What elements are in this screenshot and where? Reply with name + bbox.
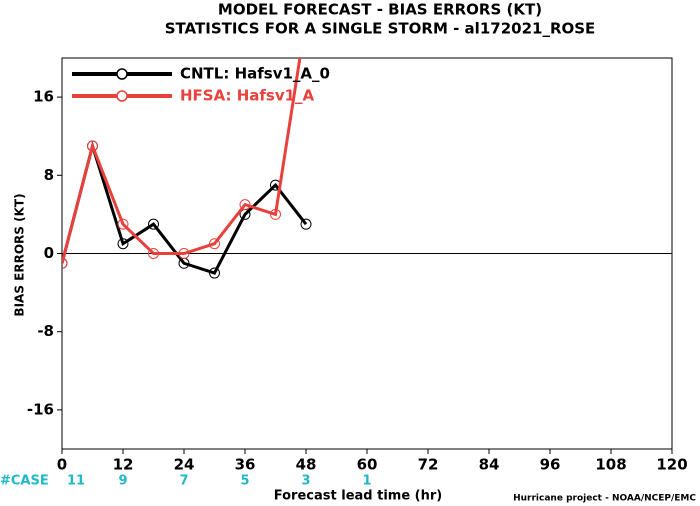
- point-marker: [239, 199, 251, 211]
- point-marker: [62, 257, 68, 269]
- case-label: #CASE: [0, 474, 49, 489]
- point-marker: [87, 140, 98, 152]
- plot-area: [62, 58, 312, 279]
- y-tick-label: 16: [33, 88, 54, 106]
- series-line: [62, 140, 308, 275]
- point-marker: [270, 208, 281, 220]
- x-tick-label: 12: [113, 456, 134, 474]
- y-tick-label: 0: [44, 244, 54, 262]
- x-tick-label: 120: [656, 456, 687, 474]
- legend-marker: [116, 90, 128, 102]
- x-tick-label: 48: [296, 456, 317, 474]
- y-tick-label: -16: [27, 400, 54, 418]
- y-axis-label: BIAS ERRORS (KT): [13, 193, 27, 316]
- legend-label: HFSA: Hafsv1_A: [180, 87, 315, 105]
- legend-marker: [116, 68, 128, 80]
- x-tick-label: 60: [357, 456, 378, 474]
- point-marker: [209, 238, 220, 250]
- x-tick-label: 0: [57, 456, 67, 474]
- x-axis-label: Forecast lead time (hr): [274, 489, 442, 504]
- x-tick-label: 36: [235, 456, 256, 474]
- series-line: [62, 58, 302, 264]
- chart-subtitle: STATISTICS FOR A SINGLE STORM - al172021…: [165, 20, 596, 38]
- point-marker: [209, 267, 220, 279]
- x-tick-label: 72: [418, 456, 439, 474]
- y-tick-label: 8: [44, 166, 54, 184]
- x-tick-label: 96: [540, 456, 561, 474]
- footer: Hurricane project - NOAA/NCEP/EMC: [513, 494, 696, 504]
- x-tick-label: 24: [174, 456, 195, 474]
- case-count: 9: [118, 474, 127, 489]
- case-count: 5: [240, 474, 249, 489]
- chart-title: MODEL FORECAST - BIAS ERRORS (KT): [218, 1, 542, 19]
- x-tick-label: 84: [479, 456, 500, 474]
- y-tick-label: -8: [37, 322, 54, 340]
- case-count: 11: [67, 474, 85, 489]
- x-tick-label: 108: [595, 456, 626, 474]
- point-marker: [117, 218, 129, 230]
- point-marker: [300, 218, 312, 230]
- case-count: 1: [362, 474, 371, 489]
- point-marker: [148, 218, 159, 230]
- case-count: 3: [301, 474, 310, 489]
- case-count: 7: [179, 474, 188, 489]
- point-marker: [117, 238, 129, 250]
- point-marker: [148, 248, 159, 259]
- point-marker: [178, 248, 190, 259]
- legend-label: CNTL: Hafsv1_A_0: [180, 65, 330, 83]
